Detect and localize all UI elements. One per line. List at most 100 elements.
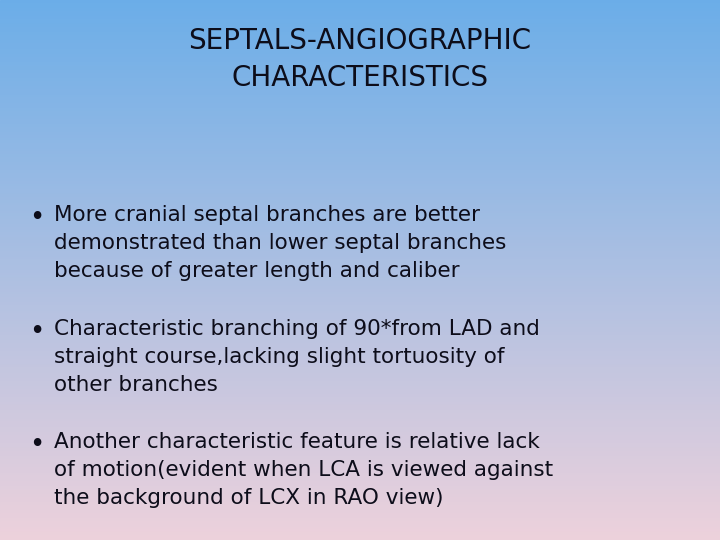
Bar	[0, 281, 720, 284]
Bar	[0, 513, 720, 516]
Bar	[0, 178, 720, 181]
Bar	[0, 240, 720, 243]
Bar	[0, 356, 720, 359]
Bar	[0, 510, 720, 513]
Bar	[0, 138, 720, 140]
Bar	[0, 437, 720, 440]
Bar	[0, 389, 720, 392]
Bar	[0, 408, 720, 410]
Bar	[0, 421, 720, 424]
Bar	[0, 154, 720, 157]
Bar	[0, 343, 720, 346]
Bar	[0, 435, 720, 437]
Bar	[0, 124, 720, 127]
Bar	[0, 159, 720, 162]
Bar	[0, 446, 720, 448]
Text: Characteristic branching of 90*from LAD and
straight course,lacking slight tortu: Characteristic branching of 90*from LAD …	[54, 319, 540, 395]
Bar	[0, 335, 720, 338]
Bar	[0, 332, 720, 335]
Bar	[0, 294, 720, 297]
Bar	[0, 70, 720, 73]
Bar	[0, 35, 720, 38]
Bar	[0, 78, 720, 81]
Bar	[0, 167, 720, 170]
Bar	[0, 208, 720, 211]
Bar	[0, 230, 720, 232]
Bar	[0, 402, 720, 405]
Bar	[0, 532, 720, 535]
Bar	[0, 59, 720, 62]
Bar	[0, 211, 720, 213]
Bar	[0, 265, 720, 267]
Bar	[0, 146, 720, 148]
Bar	[0, 256, 720, 259]
Bar	[0, 132, 720, 135]
Bar	[0, 111, 720, 113]
Bar	[0, 122, 720, 124]
Bar	[0, 508, 720, 510]
Bar	[0, 8, 720, 11]
Bar	[0, 170, 720, 173]
Bar	[0, 400, 720, 402]
Bar	[0, 24, 720, 27]
Bar	[0, 22, 720, 24]
Bar	[0, 305, 720, 308]
Bar	[0, 219, 720, 221]
Bar	[0, 300, 720, 302]
Bar	[0, 378, 720, 381]
Bar	[0, 481, 720, 483]
Bar	[0, 521, 720, 524]
Bar	[0, 262, 720, 265]
Bar	[0, 500, 720, 502]
Bar	[0, 216, 720, 219]
Bar	[0, 243, 720, 246]
Bar	[0, 16, 720, 19]
Bar	[0, 202, 720, 205]
Bar	[0, 467, 720, 470]
Bar	[0, 227, 720, 229]
Bar	[0, 254, 720, 256]
Bar	[0, 103, 720, 105]
Bar	[0, 373, 720, 375]
Text: •: •	[29, 319, 44, 345]
Bar	[0, 327, 720, 329]
Bar	[0, 19, 720, 22]
Bar	[0, 94, 720, 97]
Bar	[0, 456, 720, 459]
Bar	[0, 321, 720, 324]
Bar	[0, 238, 720, 240]
Bar	[0, 524, 720, 526]
Text: •: •	[29, 205, 44, 231]
Bar	[0, 478, 720, 481]
Bar	[0, 286, 720, 289]
Bar	[0, 526, 720, 529]
Bar	[0, 338, 720, 340]
Bar	[0, 116, 720, 119]
Bar	[0, 32, 720, 35]
Bar	[0, 189, 720, 192]
Bar	[0, 213, 720, 216]
Bar	[0, 367, 720, 370]
Bar	[0, 448, 720, 451]
Bar	[0, 370, 720, 373]
Bar	[0, 162, 720, 165]
Bar	[0, 140, 720, 143]
Bar	[0, 246, 720, 248]
Bar	[0, 440, 720, 443]
Bar	[0, 57, 720, 59]
Text: SEPTALS-ANGIOGRAPHIC
CHARACTERISTICS: SEPTALS-ANGIOGRAPHIC CHARACTERISTICS	[189, 27, 531, 92]
Bar	[0, 394, 720, 397]
Bar	[0, 405, 720, 408]
Bar	[0, 113, 720, 116]
Bar	[0, 289, 720, 292]
Bar	[0, 200, 720, 202]
Bar	[0, 351, 720, 354]
Bar	[0, 181, 720, 184]
Bar	[0, 464, 720, 467]
Bar	[0, 148, 720, 151]
Bar	[0, 537, 720, 540]
Bar	[0, 192, 720, 194]
Bar	[0, 324, 720, 327]
Text: Another characteristic feature is relative lack
of motion(evident when LCA is vi: Another characteristic feature is relati…	[54, 432, 553, 508]
Bar	[0, 186, 720, 189]
